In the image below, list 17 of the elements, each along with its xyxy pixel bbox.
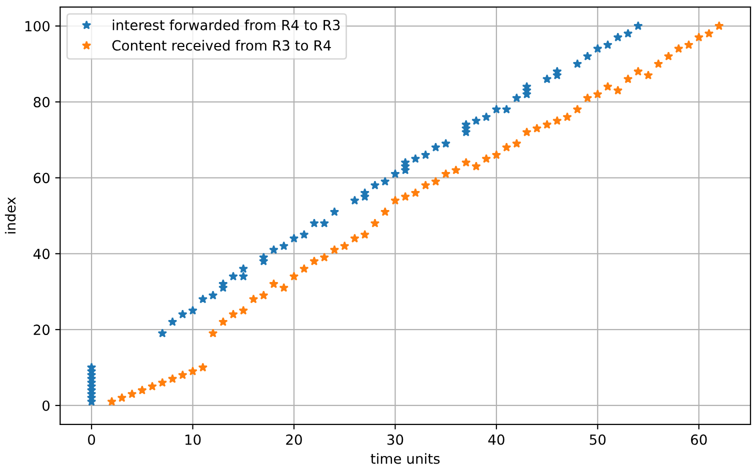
y-tick-label: 100 (25, 20, 50, 32)
x-axis-title: time units (370, 453, 440, 464)
y-tick-label: 0 (42, 400, 50, 411)
y-tick-label: 40 (33, 248, 50, 260)
x-tick-label: 30 (387, 434, 404, 445)
y-tick-label: 20 (34, 324, 50, 336)
x-tick-label: 60 (691, 434, 707, 445)
legend-label: Content received from R3 to R4 (112, 40, 331, 51)
legend-label: interest forwarded from R4 to R3 (112, 20, 340, 30)
x-tick-label: 40 (488, 434, 504, 445)
y-tick-label: 60 (34, 172, 50, 184)
x-tick-label: 50 (590, 434, 606, 445)
x-tick-label: 0 (88, 434, 96, 445)
x-tick-label: 10 (185, 434, 201, 445)
x-tick-label: 20 (286, 434, 302, 445)
y-tick-label: 80 (34, 96, 50, 108)
y-axis-title: index (4, 197, 16, 234)
